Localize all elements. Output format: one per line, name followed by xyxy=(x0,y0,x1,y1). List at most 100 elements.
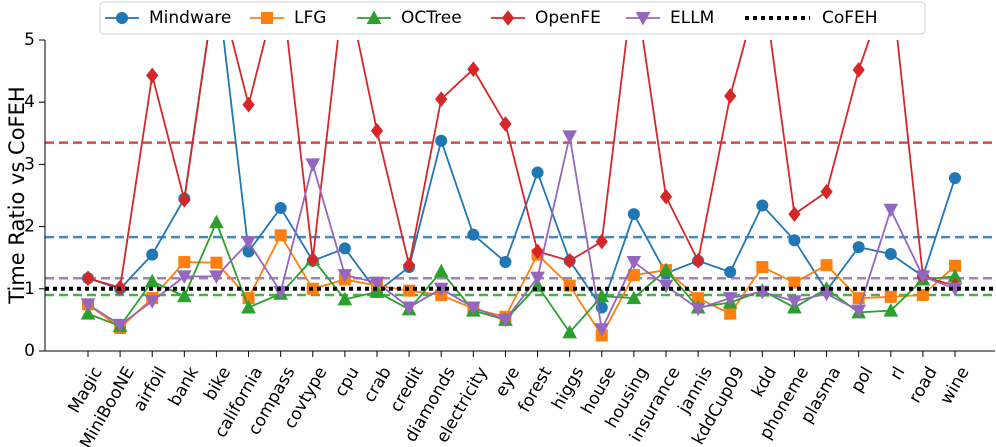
data-point xyxy=(401,301,417,316)
data-point xyxy=(80,306,96,320)
data-point xyxy=(626,256,642,270)
data-point xyxy=(626,290,642,305)
data-point xyxy=(241,299,256,314)
data-point xyxy=(241,236,256,250)
data-point xyxy=(949,172,961,185)
x-tick-label: eye xyxy=(491,364,524,401)
legend-marker xyxy=(635,12,651,26)
legend-label: CoFEH xyxy=(822,8,878,28)
data-point xyxy=(531,243,544,260)
series-line xyxy=(87,40,956,310)
data-point xyxy=(788,234,801,247)
legend-marker xyxy=(366,10,382,24)
data-point xyxy=(915,270,931,284)
data-point xyxy=(788,276,801,289)
legend-marker xyxy=(116,12,128,24)
data-point xyxy=(369,284,385,298)
data-point xyxy=(144,273,160,288)
data-point xyxy=(178,256,191,269)
x-tick-label: cpu xyxy=(331,364,364,401)
x-tick-label: airfoil xyxy=(130,364,171,416)
data-point xyxy=(435,134,448,147)
data-point xyxy=(433,263,449,278)
data-point xyxy=(81,270,95,287)
data-point xyxy=(337,291,353,306)
data-point xyxy=(658,279,674,294)
data-point xyxy=(883,203,899,218)
data-point xyxy=(144,295,160,309)
data-point xyxy=(820,183,833,200)
data-point xyxy=(209,214,224,229)
legend-label: LFG xyxy=(294,8,326,28)
x-tick-label: kdd xyxy=(748,364,781,401)
data-point xyxy=(435,91,448,107)
data-point xyxy=(402,257,416,273)
y-tick-label: 2 xyxy=(24,217,35,237)
data-point xyxy=(883,303,899,317)
data-point xyxy=(916,289,929,302)
legend: Mindware LFG OCTree OpenFE ELLM CoFEH xyxy=(99,1,926,35)
data-point xyxy=(112,318,128,333)
y-tick-label: 4 xyxy=(24,92,35,112)
x-tick-label: pol xyxy=(847,364,877,396)
data-point xyxy=(467,61,480,78)
series-line xyxy=(87,40,956,289)
legend-label: OpenFE xyxy=(535,8,601,28)
data-point xyxy=(594,323,610,337)
series-line xyxy=(87,136,956,333)
data-point xyxy=(691,253,705,269)
data-point xyxy=(499,116,512,132)
data-point xyxy=(499,256,512,269)
data-point xyxy=(210,256,223,269)
data-point xyxy=(595,233,608,250)
data-point xyxy=(242,96,255,113)
data-point xyxy=(274,229,287,242)
data-point xyxy=(820,259,833,272)
data-point xyxy=(722,292,738,306)
legend-label: Mindware xyxy=(149,8,231,28)
data-point xyxy=(209,270,224,284)
data-point xyxy=(690,302,706,317)
data-point xyxy=(884,247,897,260)
data-point xyxy=(756,199,769,212)
data-point xyxy=(370,123,384,139)
x-tick-label: rl xyxy=(886,364,909,384)
legend-marker xyxy=(261,12,273,24)
data-point xyxy=(146,248,159,261)
x-tick-label: forest xyxy=(514,363,556,416)
data-point xyxy=(627,208,640,221)
y-tick-label: 1 xyxy=(24,279,35,299)
data-point xyxy=(176,288,192,303)
x-tick-label: wine xyxy=(936,364,973,409)
data-point xyxy=(884,290,897,303)
data-point xyxy=(562,324,578,339)
data-point xyxy=(369,276,385,291)
data-point xyxy=(498,313,513,328)
legend-label: OCTree xyxy=(401,8,462,28)
data-point xyxy=(274,201,287,214)
y-tick-label: 0 xyxy=(24,341,35,361)
data-point xyxy=(80,298,96,312)
data-point xyxy=(787,295,802,309)
data-point xyxy=(305,158,321,172)
data-point xyxy=(852,241,865,254)
data-point xyxy=(530,271,545,286)
data-point xyxy=(658,262,674,277)
data-point xyxy=(852,62,865,78)
y-axis-label: Time Ratio vs CoFEH xyxy=(5,86,29,304)
data-point xyxy=(851,304,867,319)
data-point xyxy=(659,188,673,205)
data-point xyxy=(724,266,737,279)
data-point xyxy=(724,307,737,320)
data-point xyxy=(467,228,480,241)
y-tick-label: 5 xyxy=(24,30,35,50)
data-point xyxy=(176,270,192,284)
legend-label: ELLM xyxy=(670,8,714,28)
data-point xyxy=(788,206,801,222)
data-point xyxy=(724,88,737,104)
data-point xyxy=(465,301,481,316)
series-line xyxy=(87,233,956,338)
data-point xyxy=(562,130,578,144)
plot-area xyxy=(45,40,995,342)
